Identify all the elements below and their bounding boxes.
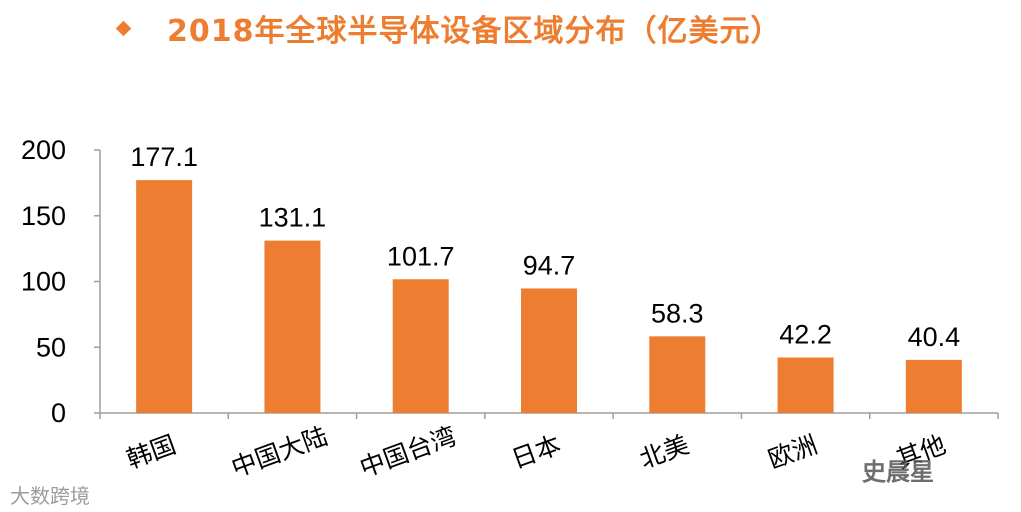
bar <box>649 336 706 413</box>
chart-title: 2018年全球半导体设备区域分布（亿美元） <box>167 14 782 49</box>
watermark-left: 大数跨境 <box>10 480 90 509</box>
title-row: 2018年全球半导体设备区域分布（亿美元） <box>115 6 782 50</box>
data-label: 42.2 <box>779 320 832 350</box>
category-label: 中国台湾 <box>356 421 460 482</box>
watermark-right-text: 史晨星 <box>862 458 934 486</box>
category-label: 日本 <box>508 430 565 474</box>
category-label: 北美 <box>636 430 693 474</box>
bar <box>777 357 834 413</box>
bar <box>392 279 449 413</box>
y-tick-label: 200 <box>21 135 66 165</box>
bar <box>521 288 577 413</box>
data-label: 94.7 <box>523 250 576 280</box>
data-label: 101.7 <box>387 241 455 271</box>
category-label: 韩国 <box>123 430 180 474</box>
bar <box>136 180 193 413</box>
watermark-left-text: 大数跨境 <box>10 484 90 508</box>
y-tick-label: 0 <box>51 398 66 428</box>
y-tick-label: 50 <box>36 332 66 362</box>
bar <box>905 359 962 413</box>
bar <box>264 240 321 413</box>
y-tick-label: 150 <box>21 201 66 231</box>
watermark-right: 史晨星 <box>862 452 934 487</box>
data-label: 131.1 <box>259 203 327 233</box>
category-label: 中国大陆 <box>228 421 332 482</box>
data-label: 40.4 <box>908 322 961 352</box>
data-label: 58.3 <box>651 298 704 328</box>
data-label: 177.1 <box>130 142 198 172</box>
y-tick-label: 100 <box>21 267 66 297</box>
category-label: 欧洲 <box>764 430 821 474</box>
